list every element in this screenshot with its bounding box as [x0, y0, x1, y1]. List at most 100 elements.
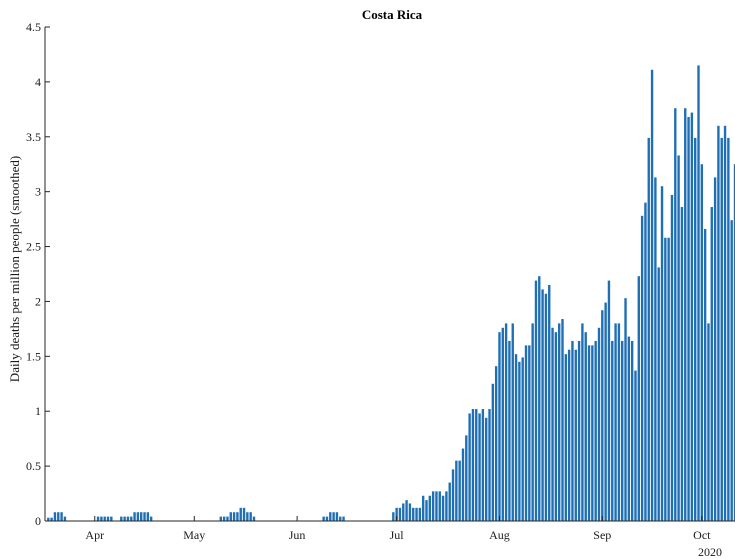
bar [435, 491, 438, 521]
bar [226, 516, 229, 521]
bar [684, 108, 687, 522]
bar [335, 512, 339, 521]
bar [136, 512, 140, 521]
bar [392, 512, 395, 521]
bar [402, 503, 405, 521]
bar [100, 516, 103, 521]
bar [475, 409, 478, 521]
bar [538, 276, 541, 521]
bar [415, 507, 418, 521]
bar [621, 340, 624, 521]
chart-title: Costa Rica [362, 7, 423, 22]
bar [140, 512, 143, 521]
y-tick-label: 4.5 [26, 20, 41, 34]
bar [451, 469, 455, 521]
bar [607, 280, 611, 521]
x-tick-label: Oct [693, 528, 711, 542]
bar [471, 409, 475, 521]
bar [584, 332, 587, 521]
bar [501, 327, 504, 521]
bar [723, 125, 727, 522]
bar [120, 516, 123, 521]
y-tick-label: 1 [35, 404, 41, 418]
bar [325, 516, 329, 521]
bar [571, 340, 574, 521]
bar [126, 516, 130, 521]
bar [219, 516, 223, 521]
x-year-label: 2020 [698, 545, 722, 559]
bar [405, 500, 408, 521]
bar [657, 267, 660, 521]
bar [236, 512, 239, 521]
bar [428, 495, 431, 521]
bar [421, 495, 425, 521]
bar [548, 284, 551, 521]
bar [567, 349, 571, 521]
bar [541, 289, 544, 521]
bar [461, 448, 465, 521]
bar [146, 512, 150, 521]
bar [591, 345, 594, 521]
bar [601, 310, 604, 521]
bar [717, 125, 720, 522]
bar [395, 507, 398, 521]
bar [448, 482, 451, 521]
bar [249, 512, 252, 521]
y-tick-label: 2.5 [26, 240, 41, 254]
bar [468, 413, 471, 521]
bar [614, 323, 617, 521]
bar [431, 491, 435, 521]
bar [498, 332, 501, 521]
bar [574, 349, 577, 521]
bar [57, 512, 60, 521]
bar [680, 207, 684, 522]
y-tick-label: 0 [35, 514, 41, 528]
bar [630, 340, 634, 521]
bar [707, 323, 710, 521]
bar [694, 137, 697, 521]
bar [418, 507, 422, 521]
bar [412, 507, 415, 521]
bar [644, 202, 647, 521]
bar [130, 516, 133, 521]
bar [670, 194, 674, 521]
bar [63, 516, 67, 521]
bar [640, 215, 644, 521]
bar [690, 112, 694, 521]
bar [581, 323, 584, 521]
bar [229, 512, 232, 521]
bars [47, 65, 735, 522]
bar [242, 507, 246, 521]
bar [425, 500, 428, 521]
bar [624, 298, 627, 521]
x-tick-label: Apr [85, 528, 104, 542]
bar [322, 516, 325, 521]
bar [727, 137, 730, 521]
bar [252, 516, 256, 521]
bar [339, 516, 342, 521]
x-tick-label: May [183, 528, 205, 542]
bar [103, 516, 106, 521]
bar [232, 512, 236, 521]
bar [534, 280, 538, 521]
bar [587, 345, 591, 521]
bar [637, 276, 640, 521]
y-tick-label: 0.5 [26, 459, 41, 473]
bar [667, 237, 670, 521]
bar [246, 512, 249, 521]
bar [342, 516, 345, 521]
bar [511, 323, 514, 521]
bar [329, 512, 332, 521]
bar [398, 507, 402, 521]
bar [133, 512, 136, 521]
bar [561, 319, 564, 521]
bar [677, 155, 680, 521]
bar [458, 460, 461, 521]
bar [544, 293, 548, 521]
bar [53, 512, 57, 521]
bar [47, 517, 50, 521]
bar [720, 137, 723, 521]
bar [485, 417, 488, 521]
bar [521, 357, 524, 521]
